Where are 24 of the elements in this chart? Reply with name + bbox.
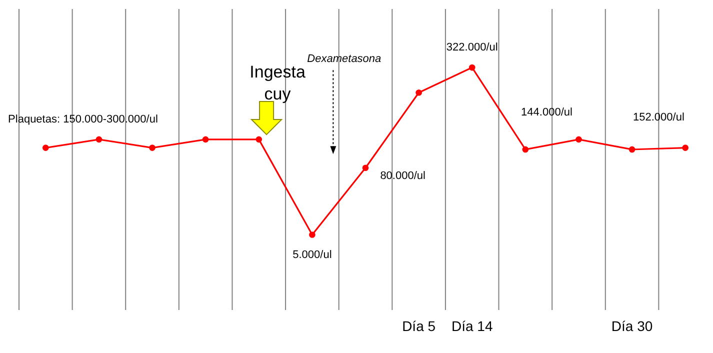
- point: [149, 144, 156, 151]
- point: [256, 136, 262, 143]
- point: [522, 146, 529, 153]
- point: [468, 64, 476, 71]
- annotation: Plaquetas: 150.000-300.000/ul: [8, 113, 158, 126]
- point: [416, 89, 422, 96]
- point: [96, 136, 102, 143]
- point: [42, 144, 49, 151]
- text: Dexametasona: [307, 53, 382, 66]
- annotation: Ingesta cuy: [250, 62, 306, 104]
- point: [202, 136, 209, 143]
- annotation: 144.000/ul: [521, 106, 572, 119]
- point: [362, 164, 369, 172]
- text: 322.000/ul: [446, 41, 498, 54]
- point: [682, 144, 689, 151]
- point: [576, 136, 582, 143]
- annotation: 152.000/ul: [632, 112, 684, 124]
- text: 5.000/ul: [292, 248, 332, 261]
- annotation: 80.000/ul: [380, 170, 426, 182]
- x-tick-label: Día 5: [402, 318, 436, 334]
- x-tick-label: Día 30: [611, 318, 653, 334]
- point: [309, 232, 316, 238]
- x-tick-label: Día 14: [451, 318, 493, 334]
- point: [628, 146, 636, 153]
